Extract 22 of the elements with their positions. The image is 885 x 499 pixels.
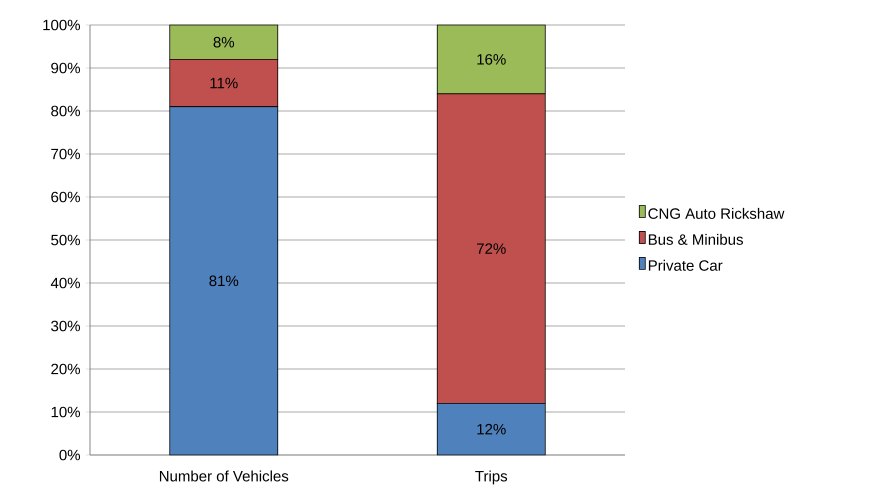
y-tick-label: 10%	[52, 406, 80, 418]
legend-label: CNG Auto Rickshaw	[648, 208, 784, 219]
y-tick-label: 0%	[59, 450, 80, 460]
y-tick-label: 30%	[51, 320, 80, 332]
legend-label: Private Car	[648, 260, 722, 271]
data-label: 11%	[210, 78, 238, 88]
data-label: 8%	[214, 36, 234, 48]
y-tick-label: 80%	[51, 106, 80, 116]
y-tick-label: 90%	[51, 62, 80, 74]
y-tick-label: 40%	[50, 278, 80, 288]
data-label: 81%	[209, 276, 238, 286]
data-label: 12%	[477, 424, 506, 434]
data-label: 16%	[477, 54, 506, 65]
data-label: 72%	[477, 243, 506, 254]
y-tick-label: 60%	[51, 192, 80, 202]
y-tick-label: 70%	[51, 148, 80, 160]
y-tick-label: 20%	[51, 364, 80, 374]
x-tick-label: Trips	[475, 470, 508, 484]
x-tick-label: Number of Vehicles	[160, 470, 288, 482]
y-tick-label: 50%	[51, 234, 80, 246]
legend-label: Bus & Minibus	[648, 234, 743, 245]
y-tick-label: 100%	[43, 20, 80, 30]
